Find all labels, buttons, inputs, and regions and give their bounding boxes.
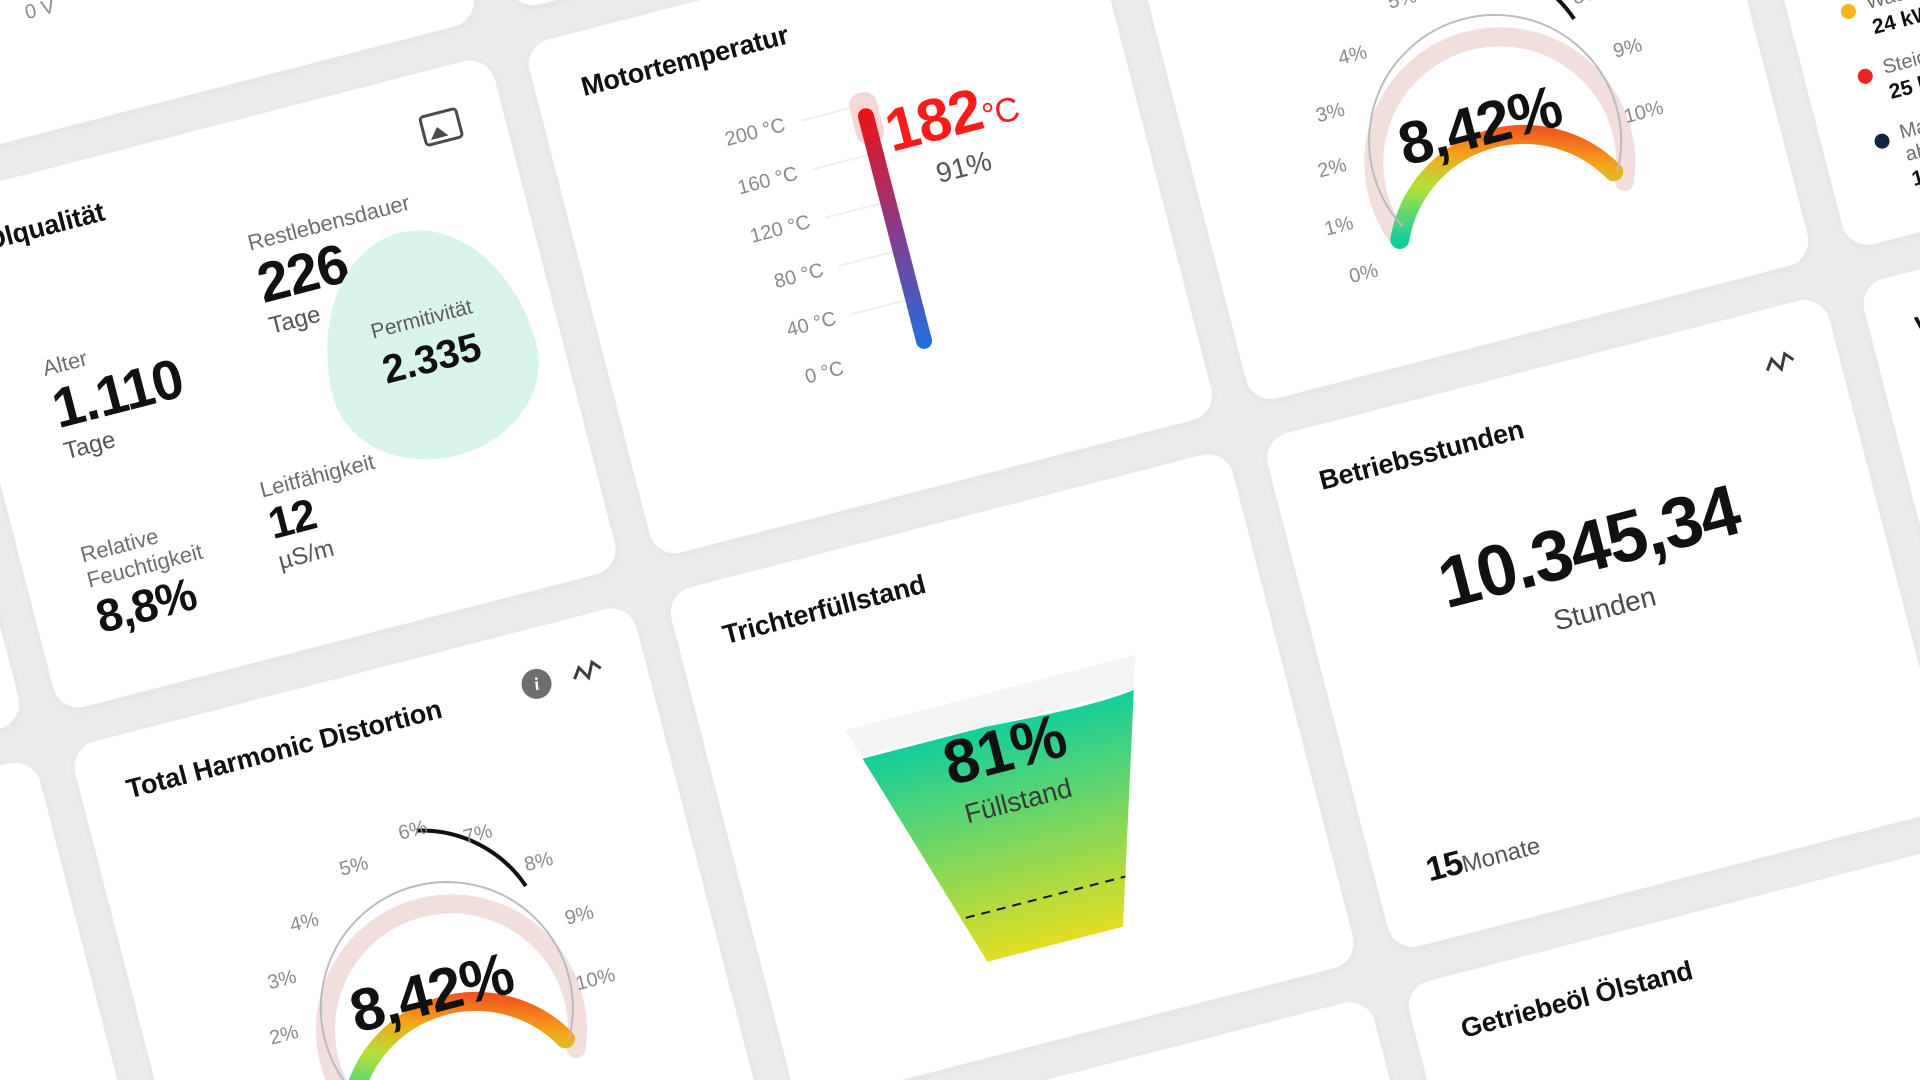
legend-label: Steigband (1880, 34, 1920, 79)
ausgangsspannung-gauge: 0 V 62,5 V 125 V 500 V 426 V 85,2% (0, 0, 345, 64)
tick-160c: 160 °C (735, 163, 800, 200)
image-icon[interactable] (417, 106, 465, 148)
legend-label: Magnet-abscheider (1897, 103, 1920, 166)
oelqualitaet-title: Ölqualität (0, 196, 108, 257)
card-ausgangsspannung-r1[interactable]: 0 V 62,5 V 125 V 500 V 426 V 85,2% (0, 0, 480, 166)
info-icon[interactable]: i (518, 665, 555, 703)
arc-gauge-svg: 0 V 62,5 V 125 V 500 V (23, 0, 58, 24)
tick-200c: 200 °C (723, 114, 788, 151)
tick-40c: 40 °C (784, 308, 838, 342)
card-betriebsstunden[interactable]: Betriebsstunden 10.345,34 Stunden 15 Mon… (1261, 294, 1920, 953)
card-thd-r2[interactable]: Total Harmonic Distortion i 0% 1% 2% 3% … (1119, 0, 1814, 405)
tick-80c: 80 °C (772, 259, 826, 293)
thd-gauge-2: 0% 1% 2% 3% 4% 5% 6% 7% 8% 9% 10% 8,42% (222, 776, 636, 1080)
thermometer: 200 °C 160 °C 120 °C 80 °C 40 °C 0 °C (699, 42, 1101, 444)
tick-8p: 8% (1570, 0, 1604, 10)
card-motortemperatur[interactable]: Motortemperatur 200 °C 160 °C 120 °C 80 … (523, 0, 1218, 559)
kpi-alter: Alter 1.110 Tage (40, 324, 196, 467)
trichter-title: Trichterfüllstand (719, 568, 929, 651)
sparkline-icon[interactable] (1762, 348, 1797, 377)
trichter-fill: 81% Füllstand (830, 633, 1215, 1004)
motortemperatur-title: Motortemperatur (577, 19, 792, 103)
legend-dot-magnetabscheider (1872, 132, 1892, 151)
verbrauch-legend: Horizontalband 32 kWh Hydraulik 28 kWh W… (1804, 0, 1920, 216)
thd-gauge: 0% 1% 2% 3% 4% 5% 6% 7% 8% 9% 10% 8,42% (1270, 0, 1684, 324)
tick-0c: 0 °C (803, 357, 846, 388)
getriebeoel-bottom-title: Getriebeöl Ölstand (1457, 955, 1696, 1044)
legend-dot-steigband (1856, 67, 1875, 86)
thd-value: 8,42% (1391, 72, 1569, 179)
card-oelqualitaet[interactable]: Ölqualität Alter 1.110 Tage Restlebensda… (0, 54, 622, 714)
sparkline-icon[interactable] (570, 656, 605, 685)
legend-dot-wasserkuehlung (1839, 2, 1858, 21)
kpi-feuchte: Relative Feuchtigkeit 8,8% (78, 506, 249, 642)
kpi-leitfaehigkeit: Leitfähigkeit 12 µS/m (257, 449, 396, 576)
thd-value-2: 8,42% (343, 938, 520, 1046)
card-trichter[interactable]: Trichterfüllstand 81% Füllstand (665, 448, 1360, 1080)
thermometer-svg: 200 °C 160 °C 120 °C 80 °C 40 °C 0 °C (723, 92, 933, 388)
tick-120c: 120 °C (748, 211, 813, 248)
thd-title-2: Total Harmonic Distortion (123, 693, 445, 805)
thd-gauge-svg: 0% 1% 2% 3% 4% 5% 6% 7% 8% 9% 10% (1314, 0, 1666, 288)
wirkleistung-title: Wirkleistung (1912, 272, 1920, 342)
list-item[interactable]: Wasserkühlung 24 kWh (1838, 0, 1920, 47)
thd-gauge-svg: 0% 1% 2% 3% 4% 5% 6% 7% 8% 9% 10% (265, 816, 618, 1080)
card-thd-r3[interactable]: Total Harmonic Distortion i 0% 1% 2% 3% … (68, 602, 763, 1080)
hopper-svg (845, 655, 1201, 983)
